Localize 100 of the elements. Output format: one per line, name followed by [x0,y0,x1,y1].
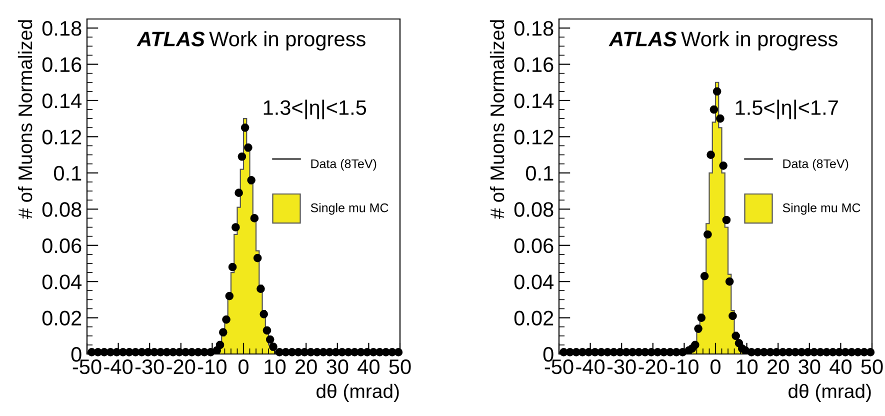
point [634,348,643,356]
point [218,328,228,336]
y-tick-label: 0.1 [54,166,82,181]
legend-label: Data (8TeV) [311,159,376,171]
point [232,223,240,232]
point [784,348,794,356]
x-tick-label: 20 [296,359,317,374]
point [288,348,296,356]
chart-title: ATLAS [608,32,677,46]
y-tick-label: 0.06 [514,238,554,254]
point [622,348,630,356]
point [118,348,128,356]
x-tick-label: 0 [710,359,720,374]
y-tick-label: 0.08 [42,202,82,217]
point [572,348,580,356]
point [732,332,740,340]
point [306,348,315,356]
point [766,348,774,356]
point [700,272,709,280]
point [319,348,328,356]
point [394,348,403,356]
point [216,340,224,350]
x-tick-label: 50 [861,359,883,374]
y-tick-label: 0.1 [526,166,554,181]
point [610,348,618,356]
point [294,348,302,356]
y-axis-title: # of Muons Normalized [18,20,32,219]
annotation: 1.5<|η|<1.7 [736,100,838,120]
y-tick-label: 0.14 [42,93,82,108]
legend-label: Data (8TeV) [783,159,848,171]
y-tick-label: 0.18 [42,21,82,36]
x-tick-label: -10 [198,359,226,374]
point [747,348,756,356]
x-tick-label: 30 [326,359,348,374]
text: Work in progress [209,31,366,50]
point [275,348,284,356]
point [125,348,134,356]
x-tick-label: 0 [238,359,248,374]
point [260,310,268,318]
point [388,348,396,356]
y-axis-title: # of Muons Normalized [490,20,504,219]
chart-title: ATLAS [136,32,205,46]
point [94,348,102,356]
x-tick-label: -10 [670,359,698,374]
x-axis-title: dθ (mrad) [788,384,871,402]
point [578,348,587,356]
x-tick-label: 10 [736,359,758,374]
point [312,348,322,356]
x-tick-label: -20 [166,359,196,374]
text: Work in progress [681,31,838,50]
point [712,87,722,96]
x-tick-label: -30 [135,359,164,374]
point [138,348,146,356]
point [256,284,265,293]
x-tick-label: -40 [576,359,605,374]
point [162,348,171,356]
x-tick-label: 40 [358,359,380,374]
point [240,123,250,132]
y-tick-label: 0.16 [42,57,82,72]
point [710,105,718,114]
x-tick-label: -40 [104,359,133,374]
point [760,348,768,356]
point [860,348,868,356]
point [603,348,612,356]
point [728,312,737,320]
x-tick-label: 40 [830,359,852,374]
point [590,348,600,356]
point [791,348,800,356]
x-tick-label: 30 [798,359,820,374]
annotation: 1.3<|η|<1.5 [264,100,366,120]
point [697,314,706,322]
y-tick-label: 0.04 [514,274,554,290]
point [156,348,165,356]
point [262,326,272,335]
point [722,216,731,224]
point [253,254,262,262]
y-tick-label: 0.16 [514,57,554,72]
point [716,114,724,123]
point [560,348,568,356]
point [866,348,875,356]
point [222,315,230,324]
legend-label: Single mu MC [310,203,388,215]
y-tick-label: 0.04 [42,274,82,290]
x-tick-label: 20 [768,359,789,374]
legend-label: Single mu MC [782,203,860,215]
x-axis-title: dθ (mrad) [316,384,399,402]
point [228,262,237,272]
point [628,348,637,356]
point [282,348,290,356]
point [250,214,259,222]
point [266,335,274,344]
point [225,292,234,300]
point [706,150,715,159]
point [238,152,246,161]
point [100,348,108,356]
y-tick-label: 0.08 [514,202,554,217]
point [778,348,787,356]
y-tick-label: 0.06 [42,238,82,254]
point [719,162,728,170]
y-tick-label: 0.18 [514,21,554,36]
